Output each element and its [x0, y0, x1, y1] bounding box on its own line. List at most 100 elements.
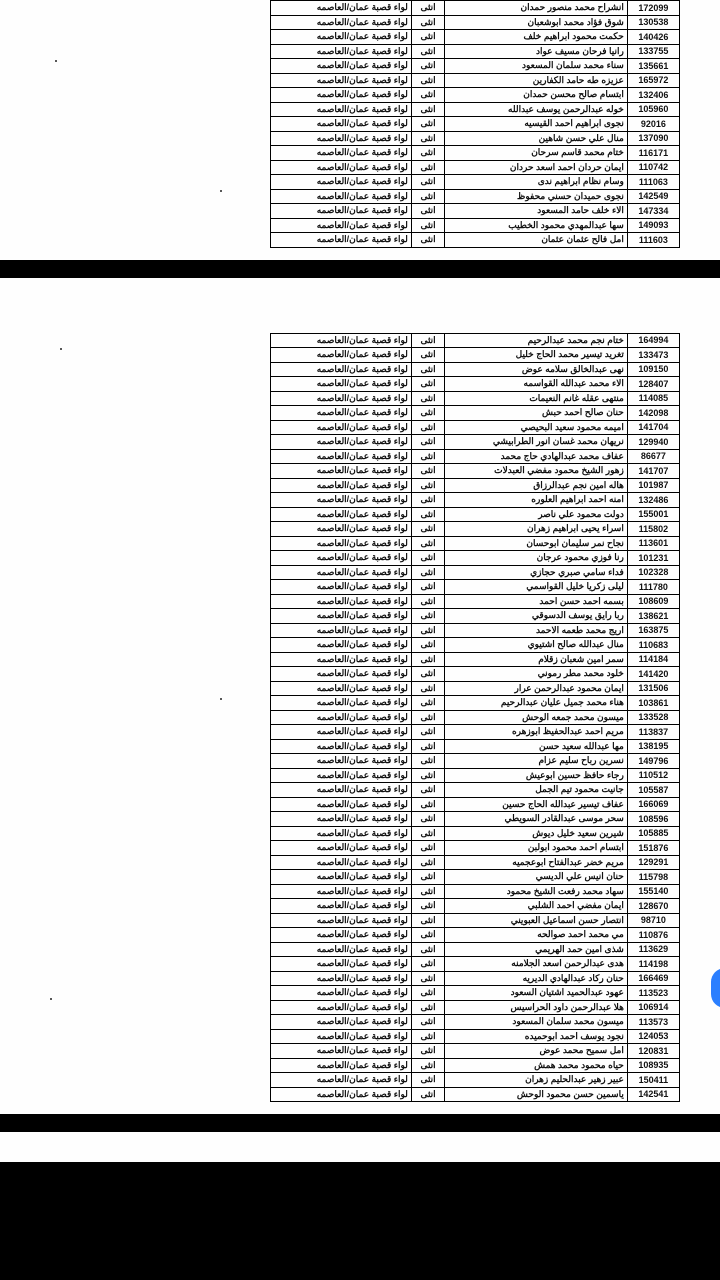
table-row: 172099انشراح محمد منصور حمدانانثىلواء قص…	[271, 1, 680, 16]
table-row: 92016نجوى ابراهيم احمد القيسيهانثىلواء ق…	[271, 117, 680, 132]
speck	[220, 190, 222, 192]
record-id: 166069	[627, 797, 679, 812]
gender: انثى	[411, 1029, 444, 1044]
record-id: 111603	[627, 233, 679, 248]
district: لواء قصبة عمان/العاصمه	[271, 233, 412, 248]
district: لواء قصبة عمان/العاصمه	[271, 160, 412, 175]
record-id: 108935	[627, 1058, 679, 1073]
district: لواء قصبة عمان/العاصمه	[271, 986, 412, 1001]
person-name: هلا عبدالرحمن داود الحراسيس	[445, 1000, 628, 1015]
gender: انثى	[411, 667, 444, 682]
record-id: 114085	[627, 391, 679, 406]
district: لواء قصبة عمان/العاصمه	[271, 652, 412, 667]
table-row: 133755رانيا فرحان مسيف عوادانثىلواء قصبة…	[271, 44, 680, 59]
gender: انثى	[411, 928, 444, 943]
person-name: منال علي حسن شاهين	[445, 131, 628, 146]
person-name: حكمت محمود ابراهيم خلف	[445, 30, 628, 45]
district: لواء قصبة عمان/العاصمه	[271, 1, 412, 16]
table-row: 101987هاله امين نجم عبدالرزاقانثىلواء قص…	[271, 478, 680, 493]
gender: انثى	[411, 464, 444, 479]
district: لواء قصبة عمان/العاصمه	[271, 855, 412, 870]
gender: انثى	[411, 652, 444, 667]
gender: انثى	[411, 146, 444, 161]
person-name: رانيا فرحان مسيف عواد	[445, 44, 628, 59]
gender: انثى	[411, 580, 444, 595]
gender: انثى	[411, 870, 444, 885]
district: لواء قصبة عمان/العاصمه	[271, 957, 412, 972]
person-name: الاء محمد عبدالله القواسمه	[445, 377, 628, 392]
district: لواء قصبة عمان/العاصمه	[271, 1058, 412, 1073]
record-id: 172099	[627, 1, 679, 16]
record-id: 128407	[627, 377, 679, 392]
record-id: 129291	[627, 855, 679, 870]
table-row: 98710انتصار حسن اسماعيل العبوينيانثىلواء…	[271, 913, 680, 928]
record-id: 101987	[627, 478, 679, 493]
person-name: ابتسام احمد محمود ابولبن	[445, 841, 628, 856]
page-3-top	[0, 1132, 720, 1162]
gender: انثى	[411, 841, 444, 856]
gender: انثى	[411, 102, 444, 117]
person-name: اميمه محمود سعيد البحيصي	[445, 420, 628, 435]
page-2: 164994ختام نجم محمد عبدالرحيمانثىلواء قص…	[0, 278, 720, 1115]
district: لواء قصبة عمان/العاصمه	[271, 522, 412, 537]
table-row: 131506ايمان محمود عبدالرحمن عرارانثىلواء…	[271, 681, 680, 696]
table-row: 141420خلود محمد مطر رمونيانثىلواء قصبة ع…	[271, 667, 680, 682]
district: لواء قصبة عمان/العاصمه	[271, 478, 412, 493]
gender: انثى	[411, 406, 444, 421]
person-name: نريهان محمد غسان انور الطرابيشي	[445, 435, 628, 450]
table-row: 149093سها عبدالمهدي محمود الخطيبانثىلواء…	[271, 218, 680, 233]
gender: انثى	[411, 160, 444, 175]
table-row: 142541ياسمين حسن محمود الوحشانثىلواء قصب…	[271, 1087, 680, 1102]
table-row: 129291مريم خضر عبدالفتاح ابوعجميهانثىلوا…	[271, 855, 680, 870]
table-row: 109150نهى عبدالخالق سلامه عوضانثىلواء قص…	[271, 362, 680, 377]
table-row: 138195مها عبدالله سعيد حسنانثىلواء قصبة …	[271, 739, 680, 754]
person-name: سهاد محمد رفعت الشيخ محمود	[445, 884, 628, 899]
person-name: الاء خلف حامد المسعود	[445, 204, 628, 219]
district: لواء قصبة عمان/العاصمه	[271, 44, 412, 59]
record-id: 141704	[627, 420, 679, 435]
table-row: 111780ليلى زكريا خليل القواسميانثىلواء ق…	[271, 580, 680, 595]
gender: انثى	[411, 131, 444, 146]
table-row: 115798حنان انيس علي الديسيانثىلواء قصبة …	[271, 870, 680, 885]
table-row: 155140سهاد محمد رفعت الشيخ محمودانثىلواء…	[271, 884, 680, 899]
table-row: 124053نجود يوسف احمد ابوحميدهانثىلواء قص…	[271, 1029, 680, 1044]
record-id: 147334	[627, 204, 679, 219]
gender: انثى	[411, 522, 444, 537]
table-row: 166069عفاف تيسير عبدالله الحاج حسينانثىل…	[271, 797, 680, 812]
table-row: 113601نجاح نمر سليمان ابوحسانانثىلواء قص…	[271, 536, 680, 551]
table-row: 113573ميسون محمد سلمان المسعودانثىلواء ق…	[271, 1015, 680, 1030]
person-name: زهور الشيخ محمود مفضي العبدلات	[445, 464, 628, 479]
table-row: 133528ميسون محمد جمعه الوحشانثىلواء قصبة…	[271, 710, 680, 725]
gender: انثى	[411, 826, 444, 841]
person-name: سناء محمد سلمان المسعود	[445, 59, 628, 74]
record-id: 137090	[627, 131, 679, 146]
gender: انثى	[411, 855, 444, 870]
record-id: 133473	[627, 348, 679, 363]
page-separator	[0, 260, 720, 278]
district: لواء قصبة عمان/العاصمه	[271, 493, 412, 508]
person-name: تغريد تيسير محمد الحاج خليل	[445, 348, 628, 363]
table-row: 110876مي محمد احمد صوالحهانثىلواء قصبة ع…	[271, 928, 680, 943]
gender: انثى	[411, 449, 444, 464]
person-name: عفاف تيسير عبدالله الحاج حسين	[445, 797, 628, 812]
gender: انثى	[411, 218, 444, 233]
person-name: منال عبدالله صالح اشتيوي	[445, 638, 628, 653]
person-name: شذى امين حمد الهريمي	[445, 942, 628, 957]
gender: انثى	[411, 391, 444, 406]
record-id: 110683	[627, 638, 679, 653]
gender: انثى	[411, 1058, 444, 1073]
record-id: 164994	[627, 333, 679, 348]
gender: انثى	[411, 1044, 444, 1059]
record-id: 163875	[627, 623, 679, 638]
gender: انثى	[411, 1087, 444, 1102]
person-name: نجاح نمر سليمان ابوحسان	[445, 536, 628, 551]
page-top-margin	[30, 278, 690, 333]
gender: انثى	[411, 1015, 444, 1030]
gender: انثى	[411, 783, 444, 798]
district: لواء قصبة عمان/العاصمه	[271, 928, 412, 943]
person-name: انتصار حسن اسماعيل العبويني	[445, 913, 628, 928]
table-row: 105587جانيت محمود تيم الجملانثىلواء قصبة…	[271, 783, 680, 798]
district: لواء قصبة عمان/العاصمه	[271, 681, 412, 696]
person-name: اريج محمد طعمه الاحمد	[445, 623, 628, 638]
person-name: ياسمين حسن محمود الوحش	[445, 1087, 628, 1102]
